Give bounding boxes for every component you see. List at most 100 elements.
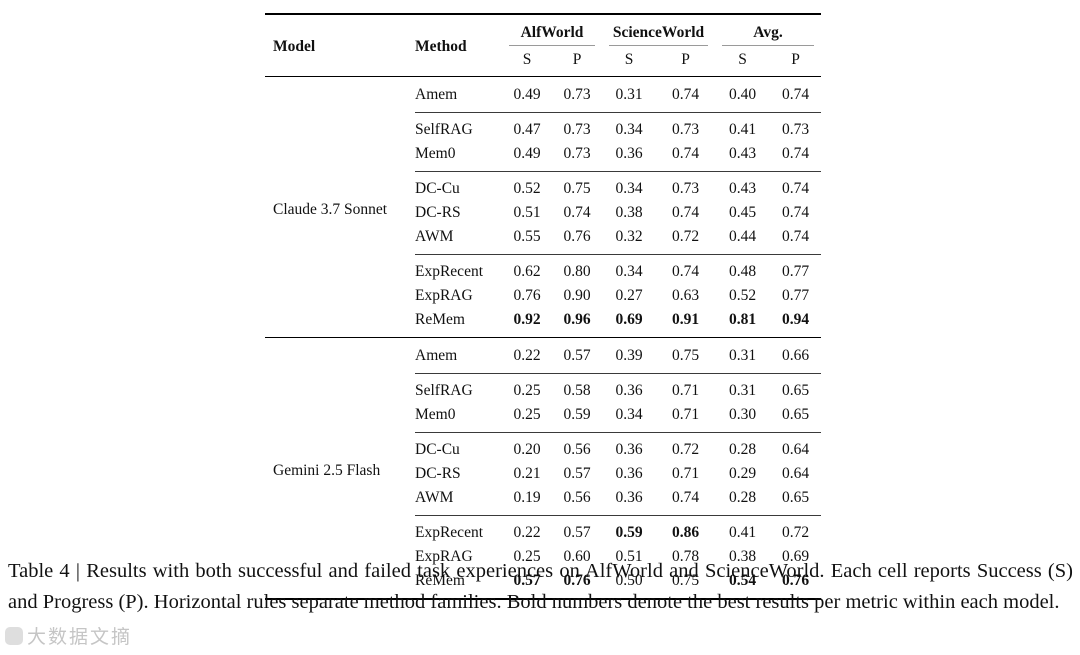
value-cell: 0.39 bbox=[602, 337, 656, 374]
value-cell: 0.65 bbox=[781, 489, 810, 506]
value-cell: 0.75 bbox=[552, 171, 602, 201]
value-cell: 0.38 bbox=[615, 204, 643, 221]
value-cell: 0.31 bbox=[615, 86, 643, 103]
watermark-text: 大数据文摘 bbox=[27, 627, 133, 648]
table-header: Model Method AlfWorld ScienceWorld Avg. … bbox=[265, 14, 821, 77]
table-row-mem0: Mem0 0.25 0.59 0.34 0.71 0.30 0.65 bbox=[265, 403, 821, 433]
value-cell: 0.36 bbox=[602, 373, 656, 403]
value-cell: 0.75 bbox=[656, 337, 715, 374]
subheader-avg-s: S bbox=[715, 46, 770, 77]
results-table: Model Method AlfWorld ScienceWorld Avg. … bbox=[265, 13, 821, 600]
method-cell: DC-RS bbox=[415, 465, 461, 482]
subheader-scienceworld-p: P bbox=[656, 46, 715, 77]
value-cell: 0.52 bbox=[502, 171, 552, 201]
value-cell: 0.21 bbox=[513, 465, 541, 482]
subheader-alfworld-s: S bbox=[502, 46, 552, 77]
value-cell: 0.48 bbox=[715, 254, 770, 284]
value-cell: 0.73 bbox=[770, 112, 821, 142]
value-cell: 0.73 bbox=[656, 171, 715, 201]
value-cell: 0.43 bbox=[728, 145, 757, 162]
value-cell: 0.29 bbox=[728, 465, 757, 482]
method-cell: DC-Cu bbox=[415, 432, 502, 462]
method-cell: DC-RS bbox=[415, 204, 461, 221]
value-cell: 0.19 bbox=[513, 489, 541, 506]
value-cell: 0.74 bbox=[671, 145, 700, 162]
value-cell: 0.94 bbox=[781, 311, 810, 328]
value-cell: 0.71 bbox=[656, 373, 715, 403]
model-cell: Gemini 2.5 Flash bbox=[265, 337, 415, 599]
value-cell: 0.47 bbox=[502, 112, 552, 142]
value-cell: 0.34 bbox=[602, 254, 656, 284]
value-cell: 0.51 bbox=[513, 204, 541, 221]
value-cell: 0.32 bbox=[615, 228, 643, 245]
method-cell: AWM bbox=[415, 228, 454, 245]
value-cell: 0.73 bbox=[563, 145, 591, 162]
table-row-exprecent: ExpRecent 0.62 0.80 0.34 0.74 0.48 0.77 bbox=[265, 254, 821, 284]
value-cell: 0.50 bbox=[615, 572, 643, 589]
subheader-scienceworld-s: S bbox=[602, 46, 656, 77]
table-row-dc-cu: DC-Cu 0.20 0.56 0.36 0.72 0.28 0.64 bbox=[265, 432, 821, 462]
watermark: 大数据文摘 bbox=[5, 622, 132, 649]
value-cell: 0.49 bbox=[513, 145, 541, 162]
table-caption: Table 4 | Results with both successful a… bbox=[8, 560, 1073, 613]
value-cell: 0.28 bbox=[728, 489, 757, 506]
column-group-avg: Avg. bbox=[715, 14, 821, 46]
value-cell: 0.91 bbox=[671, 311, 700, 328]
value-cell: 0.56 bbox=[552, 432, 602, 462]
value-cell: 0.86 bbox=[656, 515, 715, 545]
subheader-alfworld-p: P bbox=[552, 46, 602, 77]
value-cell: 0.58 bbox=[552, 373, 602, 403]
value-cell: 0.72 bbox=[770, 515, 821, 545]
value-cell: 0.72 bbox=[671, 228, 700, 245]
value-cell: 0.34 bbox=[602, 112, 656, 142]
value-cell: 0.76 bbox=[563, 572, 591, 589]
table-row-mem0: Mem0 0.49 0.73 0.36 0.74 0.43 0.74 bbox=[265, 142, 821, 172]
table-row-selfrag: SelfRAG 0.25 0.58 0.36 0.71 0.31 0.65 bbox=[265, 373, 821, 403]
value-cell: 0.54 bbox=[728, 572, 757, 589]
method-cell: ExpRAG bbox=[415, 287, 473, 304]
method-cell: AWM bbox=[415, 489, 454, 506]
column-group-alfworld: AlfWorld bbox=[502, 14, 602, 46]
table-row-remem: ReMem 0.92 0.96 0.69 0.91 0.81 0.94 bbox=[265, 308, 821, 338]
table-row-remem: ReMem 0.57 0.76 0.50 0.75 0.54 0.76 bbox=[265, 569, 821, 599]
table-row-amem: Claude 3.7 Sonnet Amem 0.49 0.73 0.31 0.74 0.4… bbox=[265, 77, 821, 218]
value-cell: 0.74 bbox=[781, 145, 810, 162]
value-cell: 0.65 bbox=[770, 373, 821, 403]
value-cell: 0.76 bbox=[563, 228, 591, 245]
value-cell: 0.34 bbox=[615, 406, 643, 423]
value-cell: 0.65 bbox=[781, 406, 810, 423]
value-cell: 0.75 bbox=[671, 572, 700, 589]
table-row-exprag: ExpRAG 0.25 0.60 0.51 0.78 0.38 0.69 bbox=[265, 545, 821, 569]
value-cell: 0.90 bbox=[563, 287, 591, 304]
table-row-exprag: ExpRAG 0.76 0.90 0.27 0.63 0.52 0.77 bbox=[265, 284, 821, 308]
column-header-method: Method bbox=[415, 14, 502, 77]
column-group-avg-label: Avg. bbox=[722, 24, 814, 46]
subheader-avg-p: P bbox=[770, 46, 821, 77]
value-cell: 0.64 bbox=[781, 465, 810, 482]
table-row-dc-rs: DC-RS 0.51 0.74 0.38 0.74 0.45 0.74 bbox=[265, 201, 821, 225]
value-cell: 0.20 bbox=[502, 432, 552, 462]
value-cell: 0.62 bbox=[502, 254, 552, 284]
value-cell: 0.76 bbox=[513, 287, 541, 304]
value-cell: 0.71 bbox=[671, 465, 700, 482]
value-cell: 0.28 bbox=[715, 432, 770, 462]
column-group-alfworld-label: AlfWorld bbox=[509, 24, 595, 46]
method-cell: Mem0 bbox=[415, 406, 456, 423]
value-cell: 0.40 bbox=[728, 86, 757, 103]
value-cell: 0.69 bbox=[781, 548, 810, 565]
value-cell: 0.64 bbox=[770, 432, 821, 462]
value-cell: 0.74 bbox=[671, 86, 700, 103]
method-cell: Amem bbox=[415, 337, 502, 374]
value-cell: 0.57 bbox=[552, 515, 602, 545]
method-cell: SelfRAG bbox=[415, 373, 502, 403]
column-group-scienceworld: ScienceWorld bbox=[602, 14, 715, 46]
method-cell: Mem0 bbox=[415, 145, 456, 162]
method-cell: ExpRAG bbox=[415, 548, 473, 565]
value-cell: 0.76 bbox=[781, 572, 810, 589]
value-cell: 0.36 bbox=[615, 465, 643, 482]
value-cell: 0.92 bbox=[513, 311, 541, 328]
value-cell: 0.27 bbox=[615, 287, 643, 304]
value-cell: 0.73 bbox=[656, 112, 715, 142]
value-cell: 0.74 bbox=[671, 489, 700, 506]
table-row-exprecent: ExpRecent 0.22 0.57 0.59 0.86 0.41 0.72 bbox=[265, 515, 821, 545]
